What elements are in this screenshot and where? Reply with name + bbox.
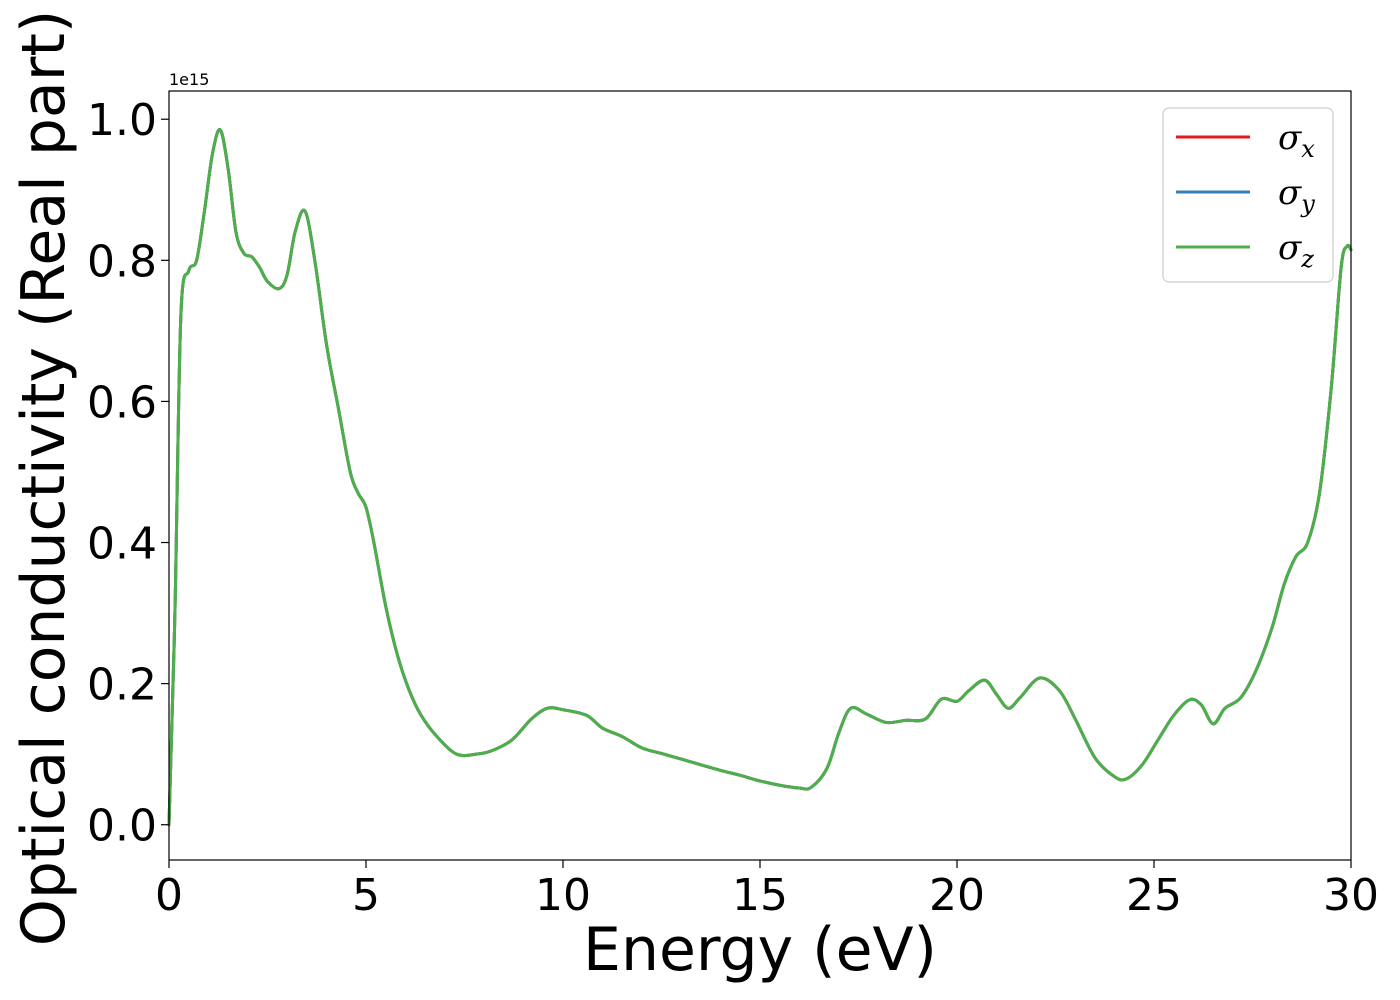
legend-label-y: σy — [1278, 173, 1315, 218]
y-tick-label: 1.0 — [87, 95, 157, 146]
y-tick-label: 0.6 — [87, 377, 157, 428]
x-tick-label: 0 — [155, 870, 183, 921]
x-tick-label: 15 — [732, 870, 788, 921]
legend: σx σy σz — [1162, 107, 1334, 283]
legend-box — [1162, 107, 1334, 283]
series-lines — [167, 128, 1353, 827]
series-line-z — [167, 128, 1353, 827]
legend-label-z: σz — [1278, 228, 1314, 273]
y-tick-label: 0.8 — [87, 236, 157, 287]
legend-label-x: σx — [1278, 118, 1315, 163]
legend-entries: σx σy σz — [1176, 118, 1315, 273]
x-tick-label: 25 — [1126, 870, 1182, 921]
y-tick-label: 0.4 — [87, 519, 157, 570]
x-axis-ticks: 0 5 10 15 20 25 30 — [155, 860, 1379, 921]
x-axis-label: Energy (eV) — [583, 915, 937, 985]
y-tick-label: 0.0 — [87, 801, 157, 852]
y-axis-label: Optical conductivity (Real part) — [9, 10, 79, 947]
y-axis-ticks: 0.0 0.2 0.4 0.6 0.8 1.0 — [87, 95, 169, 852]
y-axis-offset-label: 1e15 — [169, 70, 209, 89]
x-tick-label: 10 — [535, 870, 591, 921]
x-tick-label: 5 — [352, 870, 380, 921]
y-tick-label: 0.2 — [87, 660, 157, 711]
x-tick-label: 20 — [929, 870, 985, 921]
x-tick-label: 30 — [1323, 870, 1379, 921]
